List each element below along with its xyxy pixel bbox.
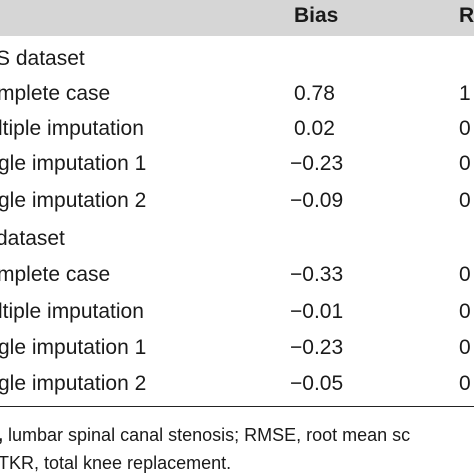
row-next-value: 1 [459, 82, 471, 105]
row-method: ltiple imputation [0, 300, 144, 323]
row-bias: −0.09 [290, 189, 344, 212]
row-method: mplete case [0, 82, 111, 105]
row-bias: 0.78 [294, 82, 335, 105]
group-label: S dataset [0, 47, 85, 70]
row-bias: 0.02 [294, 117, 335, 140]
header-bias: Bias [294, 4, 339, 27]
group-label: dataset [0, 227, 65, 250]
row-next-value: 0 [459, 372, 471, 395]
row-method: gle imputation 2 [0, 372, 147, 395]
row-bias: −0.23 [290, 336, 344, 359]
header-next-column: R [459, 4, 474, 27]
row-next-value: 0 [459, 336, 471, 359]
row-next-value: 0 [459, 263, 471, 286]
row-next-value: 0 [459, 152, 471, 175]
row-method: gle imputation 1 [0, 152, 147, 175]
table-header: Bias R [0, 0, 474, 36]
row-method: ltiple imputation [0, 117, 144, 140]
row-next-value: 0 [459, 300, 471, 323]
footnote-line-1-text: lumbar spinal canal stenosis; RMSE, root… [3, 425, 411, 445]
row-bias: −0.33 [290, 263, 344, 286]
row-bias: −0.23 [290, 152, 344, 175]
table-bottom-rule [0, 406, 474, 407]
row-next-value: 0 [459, 117, 471, 140]
row-method: gle imputation 1 [0, 336, 147, 359]
footnote-line-1-prefix: , [0, 425, 3, 445]
footnote-line-1: , lumbar spinal canal stenosis; RMSE, ro… [0, 424, 410, 446]
row-bias: −0.01 [290, 300, 344, 323]
row-next-value: 0 [459, 189, 471, 212]
row-bias: −0.05 [290, 372, 344, 395]
footnote-line-2: TKR, total knee replacement. [0, 453, 232, 473]
row-method: mplete case [0, 263, 111, 286]
row-method: gle imputation 2 [0, 189, 147, 212]
